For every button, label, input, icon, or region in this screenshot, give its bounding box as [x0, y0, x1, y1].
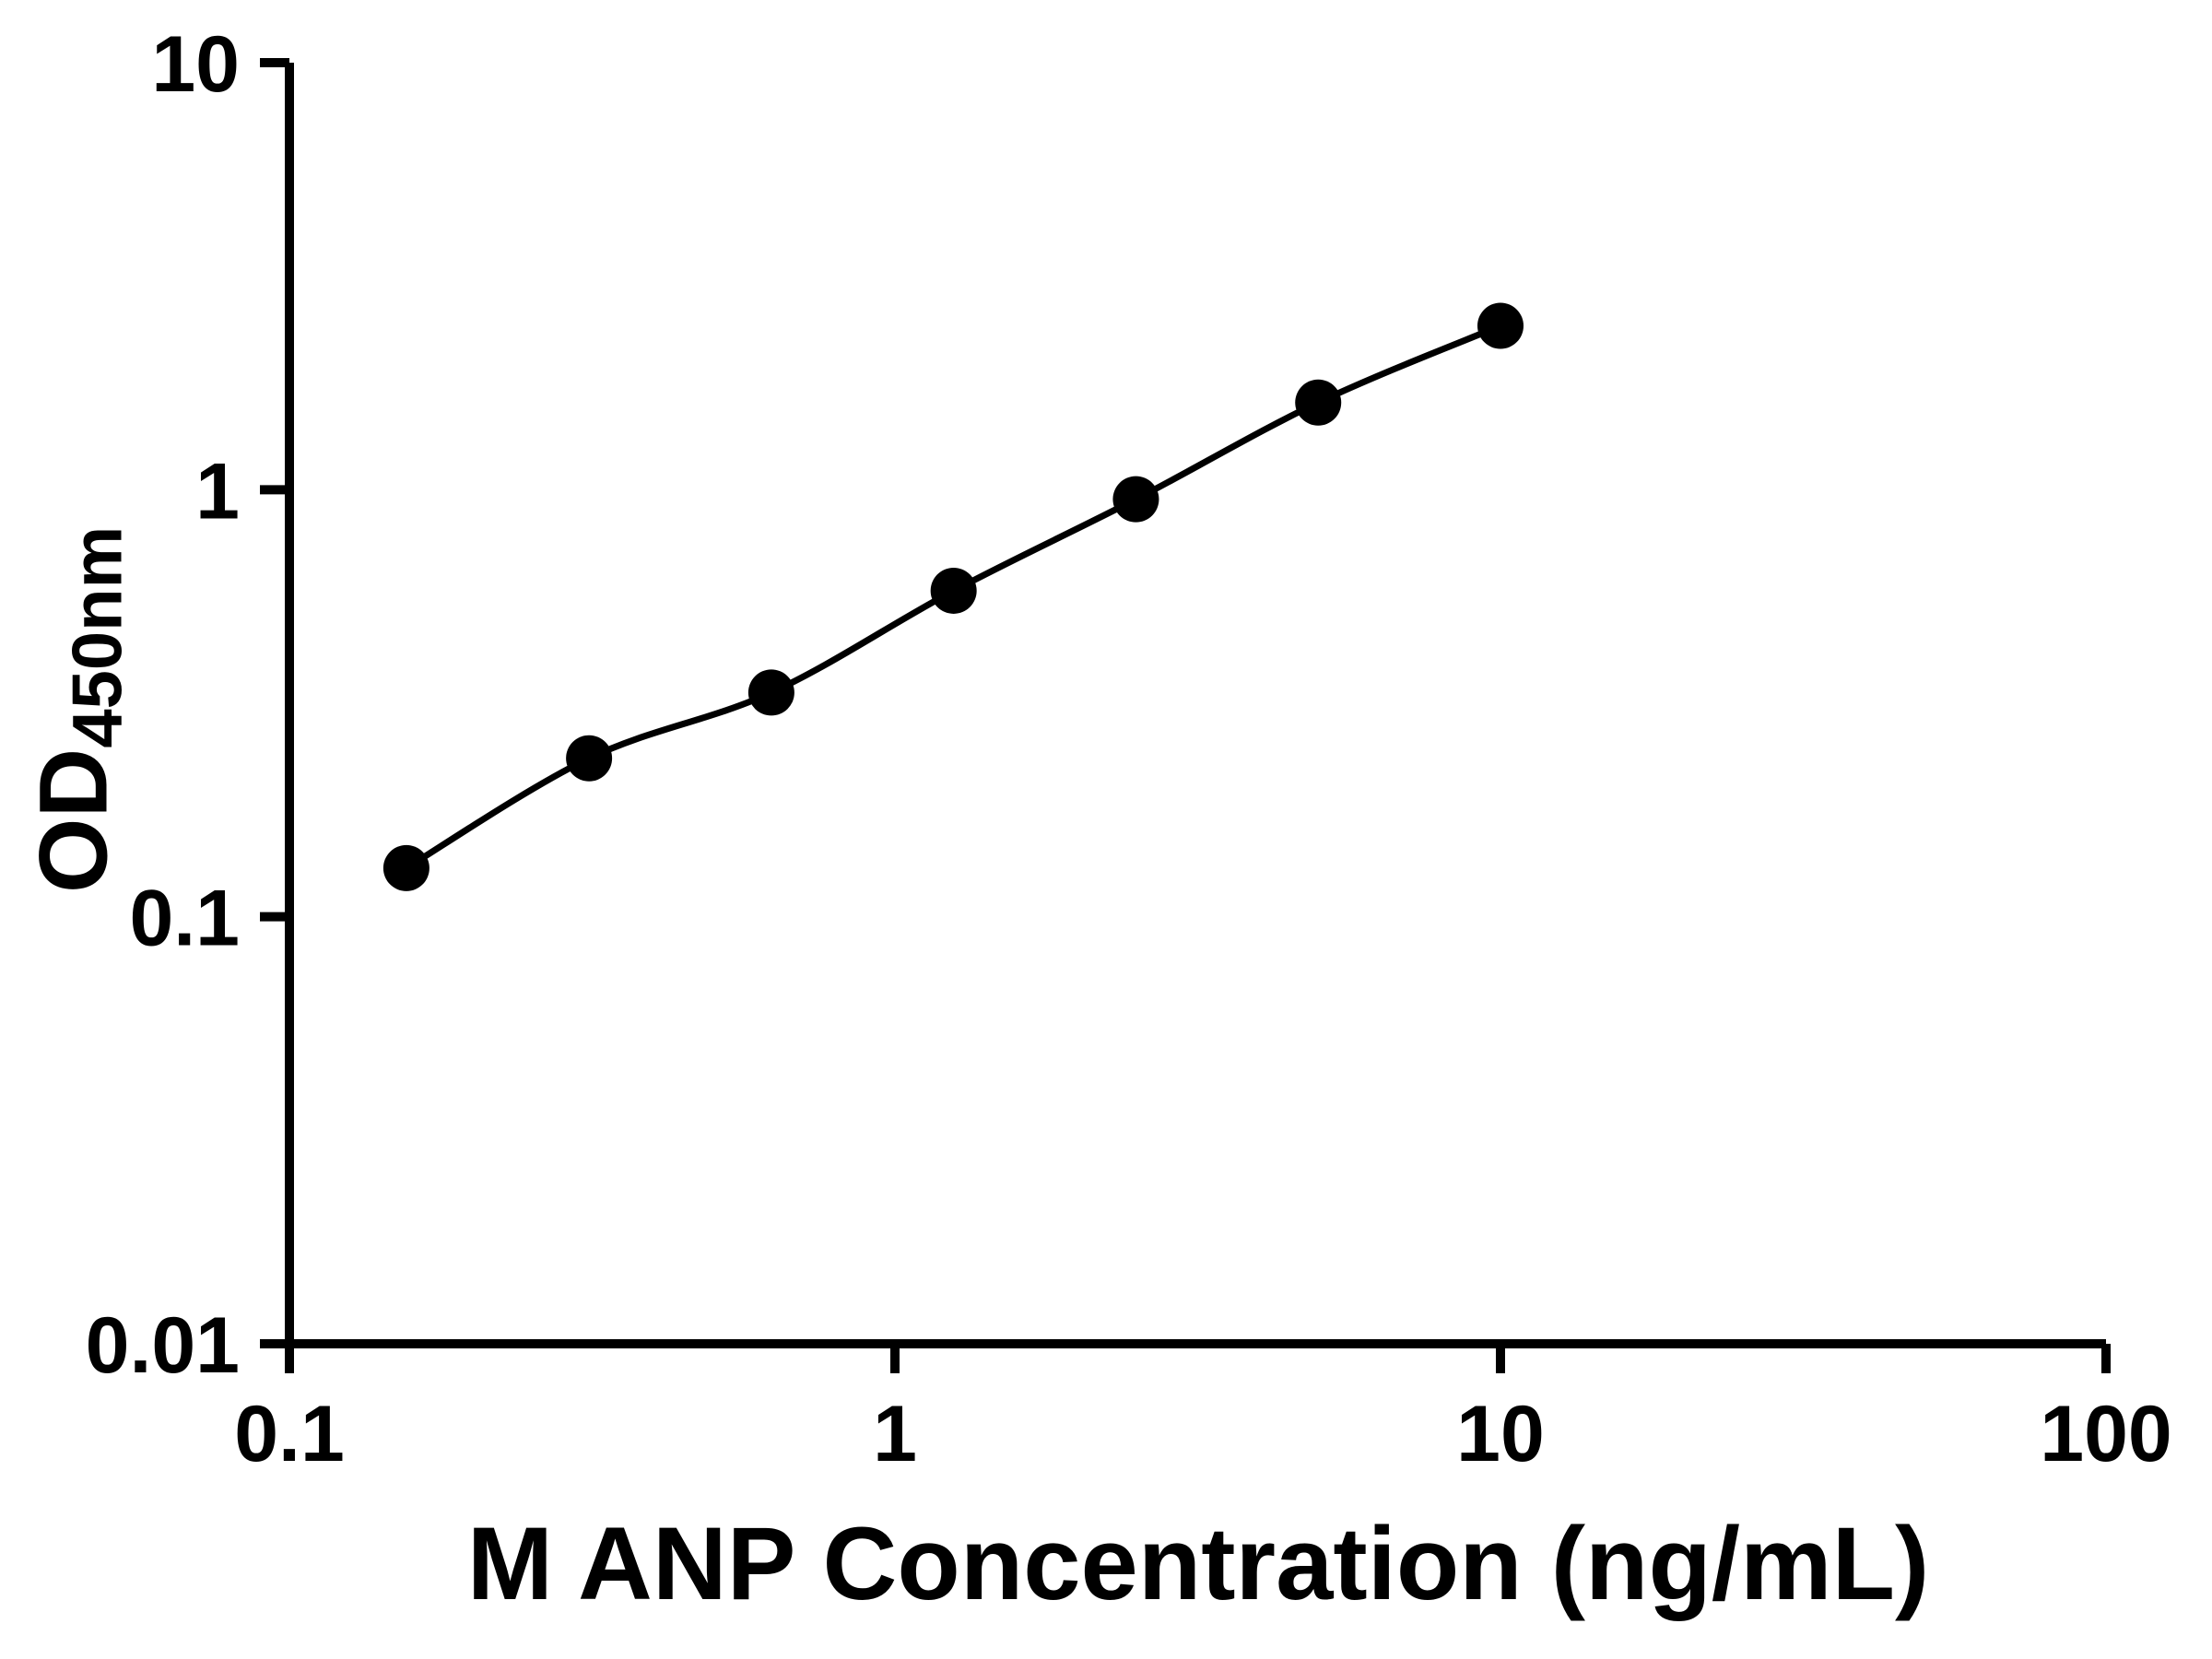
- x-tick-label: 10: [1456, 1390, 1545, 1478]
- data-point: [1477, 302, 1524, 349]
- data-point: [930, 567, 977, 614]
- y-tick-label: 0.1: [129, 875, 240, 963]
- data-point: [566, 735, 613, 782]
- x-axis-title: M ANP Concentration (ng/mL): [466, 1506, 1930, 1621]
- y-axis-title-main: OD: [19, 747, 128, 894]
- x-tick-label: 100: [2040, 1390, 2172, 1478]
- y-tick-label: 10: [151, 20, 240, 109]
- y-tick-label: 0.01: [86, 1301, 240, 1390]
- data-point: [382, 844, 429, 891]
- y-axis-title-subscript: 450nm: [58, 525, 137, 748]
- x-tick-label: 1: [873, 1390, 917, 1478]
- y-tick-label: 1: [195, 447, 240, 535]
- axes: [285, 63, 2106, 1348]
- data-point: [1295, 379, 1342, 426]
- data-point: [747, 669, 794, 716]
- data-point: [1112, 476, 1159, 523]
- y-axis-title: OD450nm: [19, 526, 138, 893]
- x-tick-label: 0.1: [234, 1390, 345, 1478]
